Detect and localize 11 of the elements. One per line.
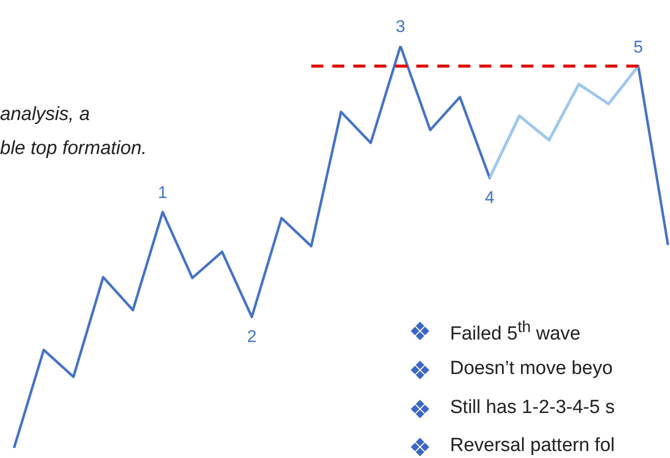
annotation: 1 — [158, 183, 168, 202]
annotation: Doesn’t move beyo — [450, 358, 613, 380]
annotation: 2 — [247, 327, 257, 346]
annotation: analysis, a — [0, 104, 90, 126]
annotation: 3 — [396, 17, 406, 36]
annotation: Still has 1-2-3-4-5 s — [450, 397, 615, 419]
annotation: 4 — [484, 188, 494, 208]
annotation: Failed 5$^{th}$ wave — [450, 319, 580, 346]
annotation: ble top formation. — [0, 138, 147, 160]
annotation: Reversal pattern fol — [450, 435, 615, 457]
annotation: 5 — [634, 37, 644, 56]
